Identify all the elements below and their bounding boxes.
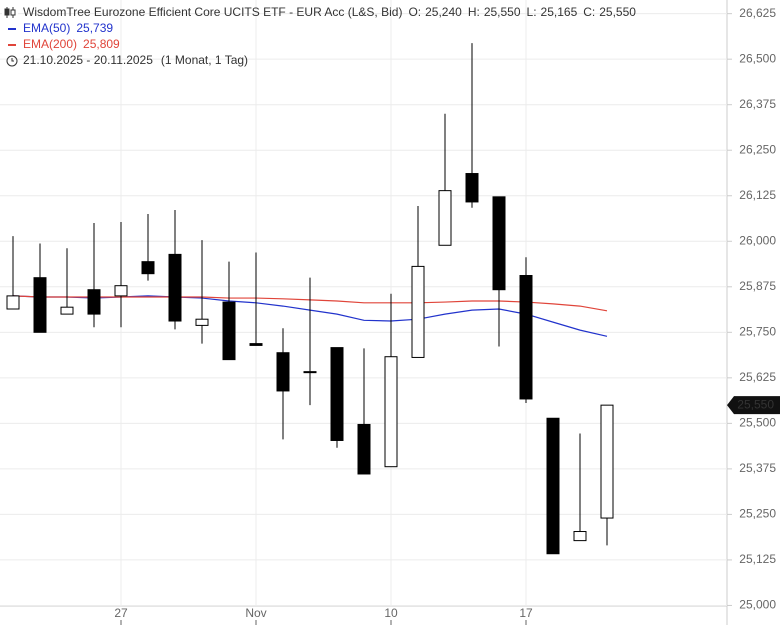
legend-entry: EMA(200) 25,809 [23,37,120,51]
period-text: (1 Monat, 1 Tag) [161,53,248,67]
y-tick-label: 26,000 [739,233,776,247]
candle-body [6,295,20,310]
quote-value: 25,550 [484,5,521,19]
candle-body [411,265,425,358]
clock-icon [6,55,18,67]
legend-bg [2,5,18,20]
candle-body [384,356,398,468]
candle-body [33,277,47,333]
candle-icon [4,7,16,18]
y-tick-label: 25,875 [739,279,776,293]
x-tick-label: 27 [114,606,128,620]
x-tick-label: 17 [519,606,533,620]
quote-value: 25,165 [541,5,578,19]
legend: EMA(50) 25,739 EMA(200) 25,809 [8,21,120,51]
date-range-text: 21.10.2025 - 20.11.2025 [23,53,153,67]
header: WisdomTree Eurozone Efficient Core UCITS… [23,5,636,19]
legend-name: EMA(200) [23,37,77,51]
candle-body [438,190,452,246]
candle-body [357,423,371,475]
legend-value: 25,739 [76,21,113,35]
y-tick-label: 25,375 [739,461,776,475]
y-tick-label: 26,375 [739,97,776,111]
last-price-box [727,396,780,415]
candle-body [114,285,128,297]
y-tick-label: 25,625 [739,370,776,384]
candle-body [222,301,236,361]
y-tick-label: 25,750 [739,324,776,338]
candle-body [600,404,614,519]
candle-body [519,275,533,400]
y-tick-label: 25,000 [739,598,776,612]
quote-label: C: [583,5,595,19]
y-tick-label: 25,125 [739,552,776,566]
candle-body [303,371,317,374]
y-tick-label: 26,250 [739,142,776,156]
y-tick-label: 26,125 [739,188,776,202]
clock-hands [11,58,14,62]
candle-body [546,417,560,555]
x-tick-label: Nov [245,606,266,620]
date-range: 21.10.2025 - 20.11.2025 (1 Monat, 1 Tag) [23,53,248,67]
candle-body [492,196,506,291]
quote-value: 25,240 [425,5,462,19]
candle-body [87,289,101,315]
candle-body [573,531,587,542]
y-tick-label: 26,625 [739,6,776,20]
candle-body [168,253,182,322]
candle-body [195,318,209,326]
candle-body [330,347,344,441]
candle-body [60,306,74,315]
legend-value: 25,809 [83,37,120,51]
candle-body [249,343,263,346]
candle-body [276,352,290,392]
quote-label: O: [408,5,421,19]
last-price-label: 25,550 [737,397,774,411]
x-tick-label: 10 [384,606,398,620]
title: WisdomTree Eurozone Efficient Core UCITS… [23,5,402,19]
y-tick-label: 25,500 [739,416,776,430]
candle-body [141,261,155,275]
legend-name: EMA(50) [23,21,70,35]
y-tick-label: 25,250 [739,507,776,521]
legend-entry: EMA(50) 25,739 [23,21,113,35]
quote-label: H: [468,5,480,19]
y-tick-label: 26,500 [739,51,776,65]
plot [0,0,732,625]
candle-body [465,173,479,203]
quote-value: 25,550 [599,5,636,19]
quote-label: L: [527,5,537,19]
